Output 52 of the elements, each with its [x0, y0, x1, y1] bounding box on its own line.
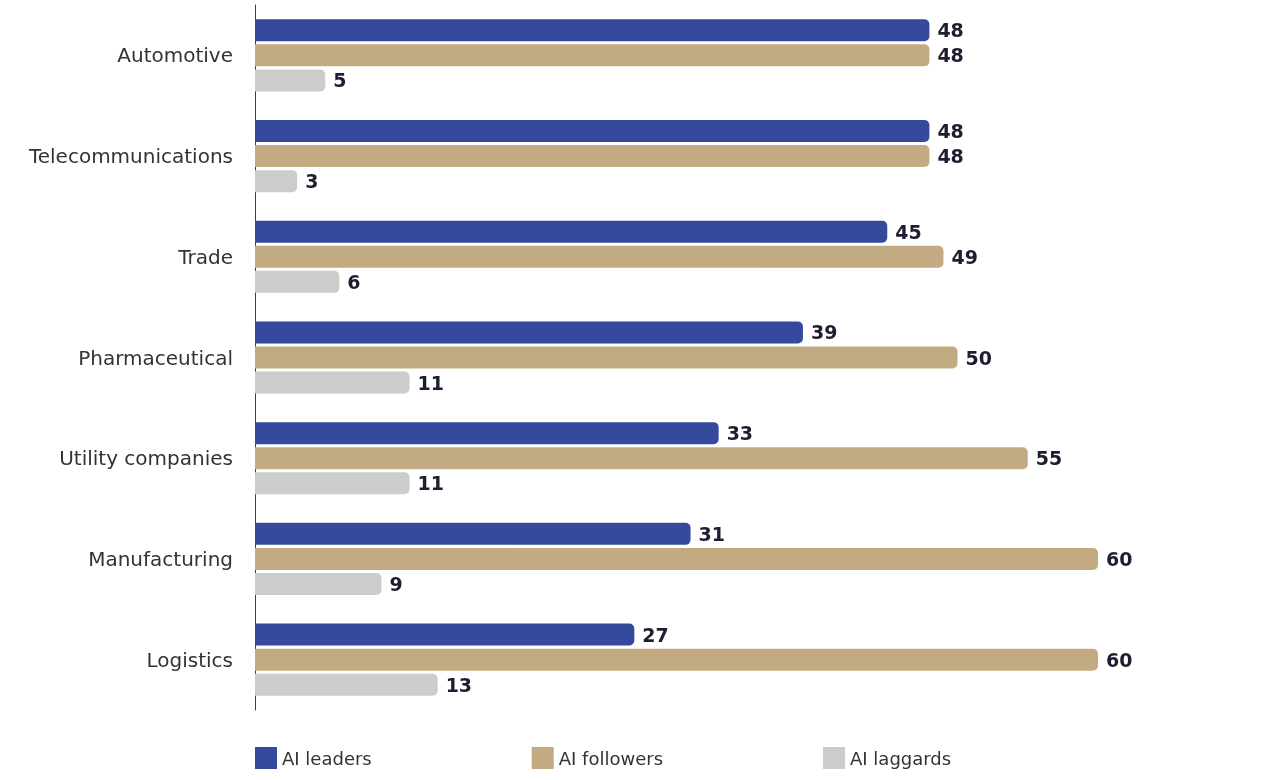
bar: [255, 19, 930, 42]
bar: [255, 573, 382, 596]
y-tick-label: Trade: [177, 244, 233, 269]
data-label: 39: [810, 321, 838, 344]
data-label: 27: [642, 623, 669, 646]
y-tick-label: Pharmaceutical: [78, 345, 233, 370]
bar: [255, 270, 340, 293]
y-tick-label: Automotive: [117, 43, 233, 68]
data-label: 9: [389, 573, 403, 596]
data-label: 5: [333, 69, 347, 92]
data-label: 55: [1035, 447, 1063, 470]
bar: [255, 447, 1028, 470]
data-label: 11: [417, 371, 444, 394]
y-tick-label: Logistics: [146, 647, 233, 672]
bar: [255, 119, 930, 142]
data-label: 45: [895, 220, 922, 243]
data-label: 60: [1106, 648, 1133, 671]
bar: [255, 623, 635, 646]
bar: [255, 422, 719, 445]
data-label: 3: [305, 170, 319, 193]
data-label: 49: [951, 245, 978, 268]
bar: [255, 547, 1098, 570]
data-label: 33: [726, 422, 754, 445]
data-label: 50: [965, 346, 992, 369]
bar: [255, 69, 326, 92]
bar: [255, 145, 930, 168]
bar: [255, 245, 944, 268]
y-tick-label: Manufacturing: [88, 546, 233, 571]
data-label: 11: [417, 472, 444, 495]
data-label: 6: [347, 270, 361, 293]
data-label: 60: [1106, 547, 1133, 570]
legend-label: AI laggards: [850, 747, 952, 769]
legend-label: AI leaders: [282, 747, 372, 769]
bar: [255, 472, 410, 495]
bar: [255, 44, 930, 67]
data-label: 48: [937, 119, 964, 142]
data-label: 13: [445, 673, 473, 696]
bar: [255, 648, 1098, 671]
bar: [255, 170, 298, 193]
data-label: 31: [698, 522, 725, 545]
legend-label: AI followers: [558, 747, 664, 769]
bar: [255, 321, 803, 344]
y-tick-label: Telecommunications: [27, 144, 233, 169]
bar: [255, 346, 958, 369]
bar: [255, 220, 888, 243]
data-label: 48: [937, 44, 964, 67]
bar: [255, 673, 438, 696]
data-label: 48: [937, 145, 964, 168]
y-tick-label: Utility companies: [59, 446, 233, 471]
data-label: 48: [937, 19, 964, 42]
bar: [255, 522, 691, 545]
bar: [255, 371, 410, 394]
